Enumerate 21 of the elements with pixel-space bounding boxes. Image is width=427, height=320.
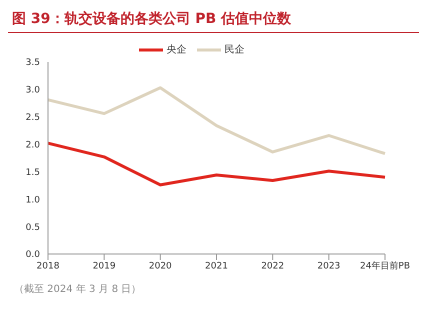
x-tick-label: 2020 [148, 261, 172, 272]
line-series [46, 142, 386, 186]
y-tick-label: 2.0 [26, 140, 40, 150]
line-series [46, 86, 386, 156]
x-tick-label: 2021 [205, 261, 228, 272]
x-tick-label: 24年目前PB [360, 260, 410, 272]
x-tick-label: 2018 [36, 261, 60, 272]
x-tick-label: 2023 [317, 261, 340, 272]
x-tick-label: 2019 [92, 261, 116, 272]
y-tick-label: 1.5 [26, 168, 40, 178]
y-tick-label: 2.5 [26, 113, 40, 124]
y-tick-label: 0.0 [26, 250, 40, 260]
chart-title: 图 39：轨交设备的各类公司 PB 估值中位数 [8, 8, 419, 33]
y-tick-label: 3.5 [26, 58, 40, 68]
x-tick-label: 2022 [261, 261, 284, 272]
legend-label: 央企 [166, 44, 186, 56]
text: （截至 2024 年 3 月 8 日） [13, 282, 142, 297]
y-tick-label: 3.0 [26, 86, 40, 96]
y-tick-label: 1.0 [26, 195, 40, 206]
legend-label: 民企 [224, 44, 244, 56]
y-tick-label: 0.5 [26, 222, 40, 233]
